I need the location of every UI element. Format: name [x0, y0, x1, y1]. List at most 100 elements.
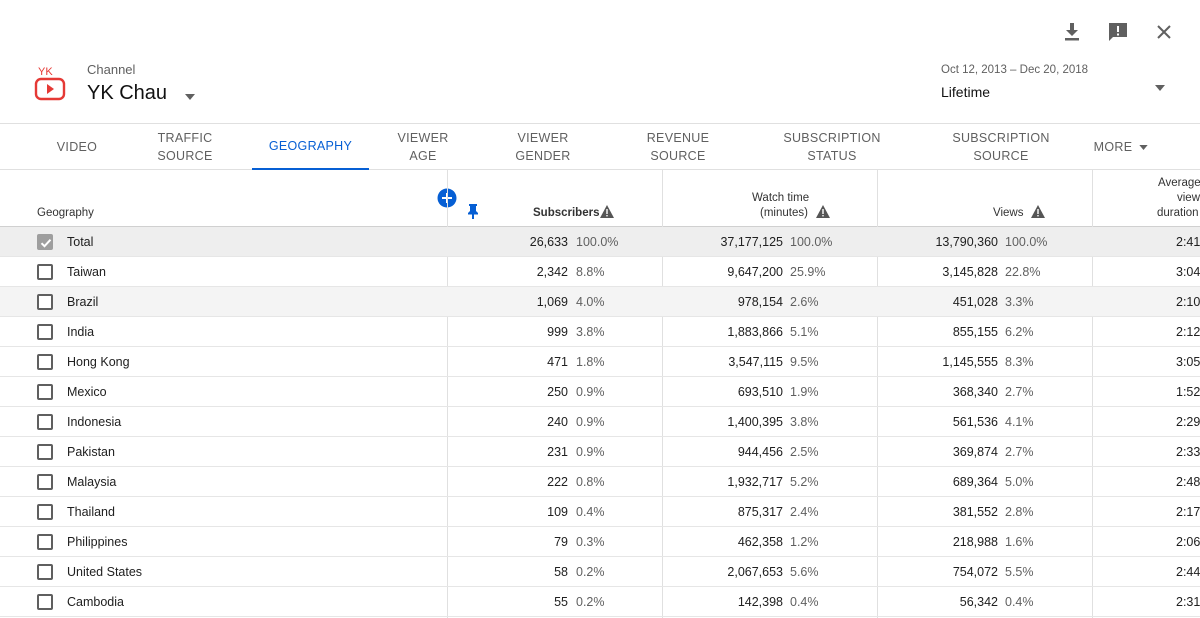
column-divider — [877, 170, 878, 618]
tab-viewer-gender[interactable]: VIEWER GENDER — [515, 131, 571, 163]
table-row[interactable]: Hong Kong 471 1.8% 3,547,115 9.5% 1,145,555 8.… — [0, 347, 1200, 377]
checkbox-icon[interactable] — [37, 564, 53, 580]
watch-time-value: 462,358 — [737, 535, 783, 549]
checkbox-icon[interactable] — [37, 294, 53, 310]
toolbar — [1060, 20, 1176, 44]
subscribers-percent: 0.2% — [576, 565, 605, 579]
views-percent: 3.3% — [1005, 295, 1034, 309]
subscribers-percent: 1.8% — [576, 355, 605, 369]
avg-view-duration-value: 2:41 — [1176, 235, 1200, 249]
watch-time-percent: 25.9% — [790, 265, 826, 279]
column-header-avg-view-duration[interactable]: Average — [1158, 177, 1200, 189]
subscribers-value: 222 — [547, 475, 568, 489]
geography-name: Brazil — [67, 295, 99, 309]
checkbox-icon[interactable] — [37, 264, 53, 280]
checkbox-icon[interactable] — [37, 594, 53, 610]
channel-logo: YK — [34, 64, 68, 104]
watch-time-percent: 9.5% — [790, 355, 819, 369]
table-row[interactable]: Cambodia 55 0.2% 142,398 0.4% 56,342 0.4% 2:31 — [0, 587, 1200, 617]
checkbox-icon[interactable] — [37, 354, 53, 370]
subscribers-value: 58 — [554, 565, 568, 579]
watch-time-value: 1,883,866 — [727, 325, 783, 339]
tab-subscription-status[interactable]: SUBSCRIPTION STATUS — [783, 131, 881, 163]
tab-viewer-age[interactable]: VIEWER AGE — [397, 131, 449, 163]
table-header: Geography Subscribers Watch time (minute… — [0, 170, 1200, 227]
checkbox-icon[interactable] — [37, 384, 53, 400]
subscribers-value: 471 — [547, 355, 568, 369]
views-value: 754,072 — [952, 565, 998, 579]
geography-name: India — [67, 325, 95, 339]
chevron-down-icon[interactable] — [1155, 78, 1165, 96]
subscribers-value: 109 — [547, 505, 568, 519]
tab-traffic-source[interactable]: TRAFFIC SOURCE — [157, 131, 213, 163]
views-percent: 0.4% — [1005, 595, 1034, 609]
avg-view-duration-value: 2:06 — [1176, 535, 1200, 549]
watch-time-value: 3,547,115 — [728, 355, 783, 369]
avg-view-duration-value: 2:12 — [1176, 325, 1200, 339]
subscribers-percent: 3.8% — [576, 325, 605, 339]
checkbox-icon[interactable] — [37, 534, 53, 550]
watch-time-value: 1,400,395 — [727, 415, 783, 429]
table-row-total[interactable]: Total 26,633 100.0% 37,177,125 100.0% 13,790,… — [0, 227, 1200, 257]
watch-time-percent: 5.2% — [790, 475, 819, 489]
watch-time-value: 875,317 — [737, 505, 783, 519]
period-selector[interactable]: Lifetime — [941, 84, 991, 100]
watch-time-percent: 2.4% — [790, 505, 819, 519]
subscribers-percent: 0.9% — [576, 385, 605, 399]
column-header-avg-line2: view — [1177, 192, 1200, 204]
avg-view-duration-value: 2:10 — [1176, 295, 1200, 309]
geography-name: Cambodia — [67, 595, 124, 609]
column-header-geography[interactable]: Geography — [37, 207, 94, 219]
watch-time-percent: 2.6% — [790, 295, 819, 309]
channel-label: Channel — [87, 62, 136, 77]
subscribers-value: 2,342 — [536, 265, 568, 279]
table-row[interactable]: United States 58 0.2% 2,067,653 5.6% 754,072 5… — [0, 557, 1200, 587]
dimension-tabs: VIDEO TRAFFIC SOURCE GEOGRAPHY VIEWER AG… — [0, 123, 1200, 170]
table-row[interactable]: Indonesia 240 0.9% 1,400,395 3.8% 561,536 4.1%… — [0, 407, 1200, 437]
tab-revenue-source[interactable]: REVENUE SOURCE — [646, 131, 710, 163]
column-header-subscribers[interactable]: Subscribers — [533, 207, 600, 219]
table-row[interactable]: Thailand 109 0.4% 875,317 2.4% 381,552 2.8% 2:1… — [0, 497, 1200, 527]
avg-view-duration-value: 2:29 — [1176, 415, 1200, 429]
table-row[interactable]: Mexico 250 0.9% 693,510 1.9% 368,340 2.7% 1:52 — [0, 377, 1200, 407]
table-row[interactable]: Brazil 1,069 4.0% 978,154 2.6% 451,028 3.3% 2:1… — [0, 287, 1200, 317]
watch-time-value: 2,067,653 — [727, 565, 783, 579]
watch-time-value: 978,154 — [737, 295, 783, 309]
close-icon[interactable] — [1152, 20, 1176, 44]
subscribers-percent: 4.0% — [576, 295, 605, 309]
views-percent: 2.7% — [1005, 385, 1034, 399]
checkbox-icon[interactable] — [37, 504, 53, 520]
pin-icon[interactable] — [466, 203, 480, 224]
checkbox-icon[interactable] — [37, 414, 53, 430]
geography-name: United States — [67, 565, 143, 579]
views-percent: 2.8% — [1005, 505, 1034, 519]
tab-more[interactable]: MORE — [1090, 124, 1152, 170]
subscribers-percent: 0.9% — [576, 445, 605, 459]
table-row[interactable]: Malaysia 222 0.8% 1,932,717 5.2% 689,364 5.0% 2… — [0, 467, 1200, 497]
views-percent: 1.6% — [1005, 535, 1034, 549]
download-icon[interactable] — [1060, 20, 1084, 44]
checkbox-icon[interactable] — [37, 324, 53, 340]
channel-selector[interactable]: YK Chau — [87, 81, 196, 106]
feedback-icon[interactable] — [1106, 20, 1130, 44]
avg-view-duration-value: 3:04 — [1176, 265, 1200, 279]
table-row[interactable]: Pakistan 231 0.9% 944,456 2.5% 369,874 2.7% 2:3… — [0, 437, 1200, 467]
table-row[interactable]: Philippines 79 0.3% 462,358 1.2% 218,988 1.6% 2… — [0, 527, 1200, 557]
views-value: 13,790,360 — [935, 235, 998, 249]
subscribers-value: 999 — [547, 325, 568, 339]
checkbox-icon[interactable] — [37, 474, 53, 490]
table-row[interactable]: Taiwan 2,342 8.8% 9,647,200 25.9% 3,145,828 22… — [0, 257, 1200, 287]
checkbox-icon[interactable] — [37, 234, 53, 250]
avg-view-duration-value: 3:05 — [1176, 355, 1200, 369]
subscribers-percent: 100.0% — [576, 235, 619, 249]
tab-video[interactable]: VIDEO — [56, 140, 98, 154]
checkbox-icon[interactable] — [37, 444, 53, 460]
views-value: 369,874 — [952, 445, 998, 459]
table-row[interactable]: India 999 3.8% 1,883,866 5.1% 855,155 6.2% 2:12 — [0, 317, 1200, 347]
tab-geography[interactable]: GEOGRAPHY — [252, 124, 369, 170]
geography-name: Pakistan — [67, 445, 115, 459]
column-header-watch-time[interactable]: Watch time — [752, 192, 810, 204]
tab-subscription-source[interactable]: SUBSCRIPTION SOURCE — [952, 131, 1050, 163]
subscribers-value: 240 — [547, 415, 568, 429]
column-header-views[interactable]: Views — [993, 207, 1024, 219]
